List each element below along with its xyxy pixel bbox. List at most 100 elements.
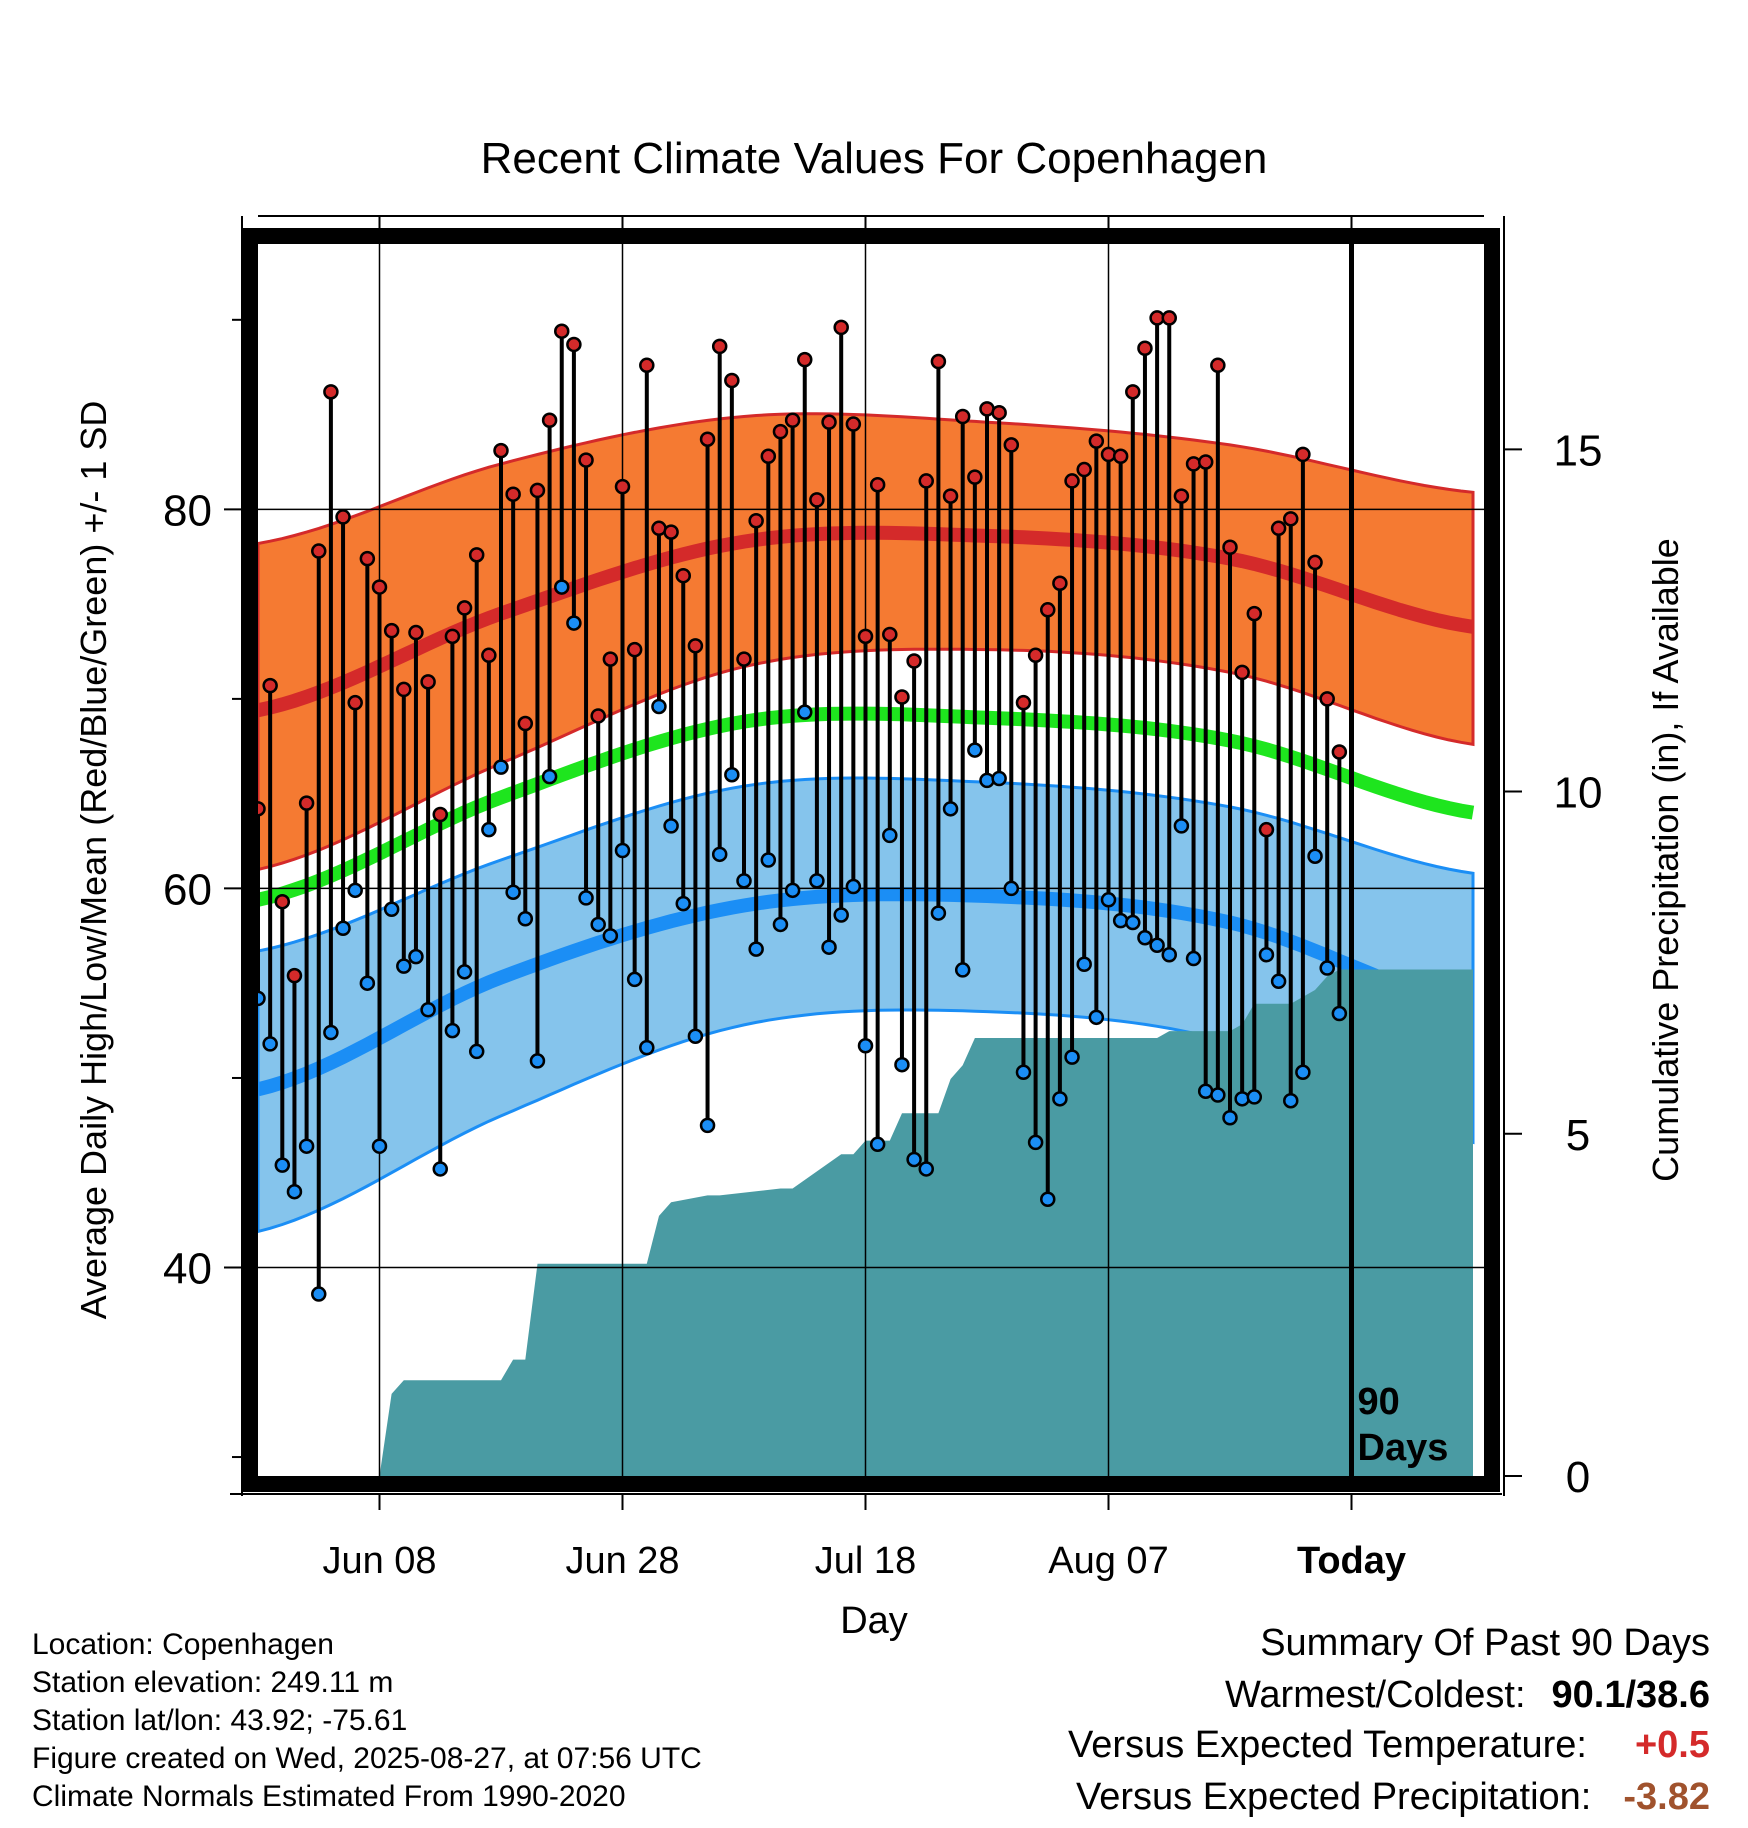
daily-low-point [1052, 1091, 1068, 1107]
daily-high-point [335, 509, 351, 525]
daily-high-point [1100, 446, 1117, 463]
x-tick-label: Jun 28 [565, 1540, 679, 1582]
daily-high-point [1270, 520, 1287, 537]
daily-high-point [1319, 691, 1335, 707]
daily-low-point [456, 964, 473, 980]
daily-low-point [311, 1286, 327, 1302]
daily-high-point [1003, 437, 1020, 453]
daily-high-point [748, 512, 764, 529]
daily-high-point [311, 543, 327, 559]
daily-high-point [517, 715, 534, 732]
y-axis-label: Average Daily High/Low/Mean (Red/Blue/Gr… [73, 401, 114, 1320]
daily-high-point [845, 416, 862, 432]
y2-tick-label: 10 [1554, 769, 1603, 818]
daily-low-point [566, 615, 582, 631]
daily-low-point [833, 907, 849, 923]
daily-high-point [298, 795, 315, 811]
info-elevation: Station elevation: 249.11 m [32, 1666, 394, 1699]
daily-high-point [724, 372, 740, 389]
daily-low-point [1283, 1092, 1299, 1109]
daily-low-point [687, 1028, 704, 1045]
info-normals: Climate Normals Estimated From 1990-2020 [32, 1780, 626, 1813]
daily-high-point [1173, 488, 1190, 504]
daily-high-point [1052, 575, 1068, 592]
daily-low-point [1149, 937, 1165, 954]
daily-low-point [505, 884, 521, 900]
daily-high-point [1210, 357, 1226, 374]
daily-low-point [614, 842, 631, 859]
daily-low-point [1222, 1110, 1238, 1126]
daily-low-point [1246, 1089, 1263, 1105]
daily-low-point [1161, 947, 1177, 963]
daily-high-point [262, 677, 278, 694]
daily-low-point [1125, 914, 1141, 931]
y2-tick-label: 15 [1554, 426, 1603, 475]
daily-high-point [869, 476, 886, 493]
daily-low-point [784, 882, 801, 899]
summary-temp-value: +0.5 [1634, 1724, 1710, 1766]
daily-high-point [1137, 340, 1153, 356]
daily-high-point [687, 638, 704, 654]
daily-low-point [420, 1001, 436, 1018]
daily-low-point [882, 827, 898, 844]
daily-low-point [724, 766, 740, 783]
daily-low-point [1003, 880, 1020, 897]
daily-low-point [1027, 1134, 1044, 1151]
daily-low-point [541, 768, 558, 785]
daily-low-point [529, 1053, 546, 1069]
daily-high-point [639, 357, 655, 374]
y2-tick-label: 5 [1566, 1111, 1590, 1160]
daily-low-point [797, 704, 813, 720]
daily-low-point [408, 948, 424, 965]
daily-low-point [942, 801, 959, 817]
daily-high-point [918, 473, 934, 489]
daily-low-point [298, 1138, 315, 1154]
daily-low-point [1258, 947, 1275, 963]
daily-high-point [602, 651, 619, 667]
daily-high-point [1331, 744, 1348, 760]
daily-high-point [286, 967, 303, 984]
daily-low-point [748, 941, 764, 957]
daily-low-point [1076, 956, 1092, 972]
daily-low-point [335, 920, 351, 936]
daily-low-point [675, 895, 691, 912]
daily-low-point [1234, 1091, 1250, 1107]
daily-high-point [444, 628, 461, 645]
daily-high-point [323, 384, 339, 400]
daily-high-point [711, 338, 728, 355]
daily-low-point [967, 742, 983, 758]
daily-high-point [529, 482, 546, 499]
daily-low-point [1088, 1009, 1105, 1026]
summary-precip-row: Versus Expected Precipitation: -3.82 [1076, 1776, 1710, 1819]
daily-low-point [432, 1161, 448, 1177]
info-location: Location: Copenhagen [32, 1628, 334, 1661]
daily-high-point [541, 412, 558, 429]
daily-high-point [760, 448, 777, 465]
daily-high-point [930, 353, 947, 370]
daily-low-point [1307, 848, 1323, 864]
daily-low-point [1331, 1005, 1348, 1022]
daily-high-point [420, 674, 436, 690]
daily-high-point [967, 469, 983, 485]
daily-low-point [699, 1117, 716, 1134]
daily-high-point [347, 694, 363, 711]
daily-high-point [1258, 821, 1275, 838]
daily-high-point [274, 893, 291, 910]
x-tick-label: Today [1297, 1540, 1406, 1582]
summary-heading: Summary Of Past 90 Days [1260, 1622, 1710, 1664]
summary-precip-value: -3.82 [1623, 1776, 1710, 1818]
y2-axis-label: Cumulative Precipitation (in), If Availa… [1645, 538, 1686, 1182]
daily-high-point [954, 408, 971, 425]
daily-low-point [1064, 1049, 1080, 1065]
daily-low-point [1137, 929, 1153, 946]
daily-low-point [517, 911, 534, 927]
daily-high-point [894, 689, 910, 705]
summary-warmest-row: Warmest/Coldest: 90.1/38.6 [1225, 1674, 1710, 1717]
daily-low-point [1112, 912, 1129, 929]
daily-low-point [554, 579, 570, 595]
daily-high-point [1027, 647, 1044, 664]
y-tick-label: 60 [163, 865, 212, 914]
daily-low-point [736, 873, 752, 889]
daily-low-point [626, 971, 643, 988]
